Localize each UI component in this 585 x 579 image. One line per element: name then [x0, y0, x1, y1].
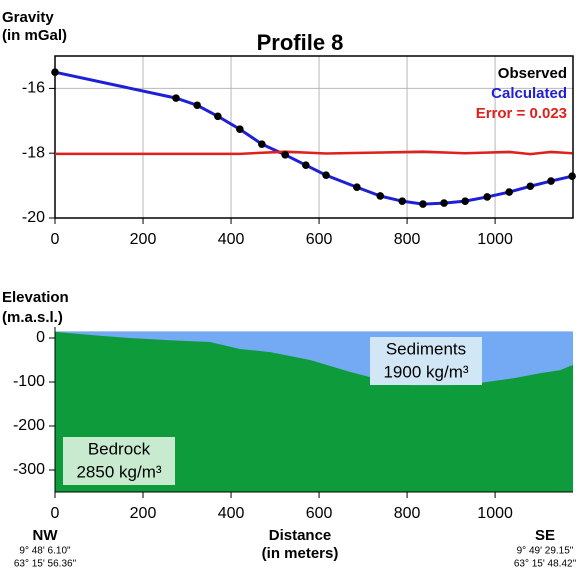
- x-tick-label: 200: [130, 505, 157, 522]
- data-point: [236, 125, 244, 134]
- data-point: [376, 192, 385, 200]
- x-tick-label: 800: [394, 505, 421, 522]
- end-coord: 63° 15' 56.36": [14, 559, 77, 570]
- data-point: [51, 68, 59, 76]
- y-label: Elevation: [2, 289, 69, 306]
- x-label: Distance: [269, 527, 332, 544]
- data-point: [526, 182, 535, 191]
- end-name: SE: [535, 527, 555, 544]
- y-tick-label: -100: [13, 373, 45, 390]
- x-tick-label: 600: [306, 505, 333, 522]
- legend-entry: Error = 0.023: [476, 105, 567, 122]
- end-name: NW: [33, 527, 59, 544]
- x-tick-label: 400: [218, 505, 245, 522]
- data-point: [568, 172, 576, 181]
- x-tick-label: 0: [51, 505, 60, 522]
- y-tick-label: -20: [22, 209, 45, 226]
- end-coord: 9° 49' 29.15": [517, 546, 574, 557]
- x-tick-label: 800: [394, 231, 421, 248]
- x-tick-label: 1000: [477, 231, 513, 248]
- x-tick-label: 400: [218, 231, 245, 248]
- y-tick-label: -300: [13, 461, 45, 478]
- data-point: [258, 140, 266, 148]
- x-tick-label: 1000: [477, 505, 513, 522]
- chart-title: Profile 8: [257, 30, 344, 55]
- data-point: [281, 151, 289, 159]
- layer-label-box: [370, 337, 482, 385]
- x-tick-label: 600: [306, 231, 333, 248]
- end-coord: 9° 48' 6.10": [19, 546, 71, 557]
- data-point: [398, 197, 407, 205]
- layer-density: 1900 kg/m³: [383, 362, 468, 381]
- data-point: [172, 94, 180, 102]
- data-point: [440, 199, 448, 207]
- data-point: [461, 197, 469, 205]
- layer-density: 2850 kg/m³: [76, 462, 161, 481]
- data-point: [419, 200, 427, 208]
- end-coord: 63° 15' 48.42": [514, 559, 577, 570]
- y-tick-label: 0: [36, 329, 45, 346]
- layer-area: [55, 331, 573, 492]
- legend-entry: Calculated: [491, 85, 567, 102]
- x-tick-label: 0: [51, 231, 60, 248]
- y-tick-label: -200: [13, 417, 45, 434]
- data-point: [193, 101, 201, 110]
- data-point: [353, 183, 361, 192]
- series-line: [55, 150, 573, 156]
- layer-label-box: [63, 437, 175, 485]
- data-point: [483, 193, 491, 201]
- plot-frame: [54, 55, 574, 219]
- legend-entry: Observed: [498, 65, 567, 82]
- y-tick-label: -18: [22, 144, 45, 161]
- y-label: Gravity: [2, 9, 54, 26]
- y-tick-label: -16: [22, 80, 45, 97]
- layer-name: Bedrock: [88, 439, 151, 458]
- data-point: [322, 171, 330, 180]
- data-point: [547, 177, 555, 185]
- layer-name: Sediments: [386, 339, 466, 358]
- data-point: [505, 188, 513, 196]
- y-label: (in mGal): [2, 27, 67, 44]
- x-tick-label: 200: [130, 231, 157, 248]
- y-label: (m.a.s.l.): [2, 309, 63, 326]
- data-point: [214, 112, 222, 121]
- data-point: [302, 161, 310, 169]
- x-label: (in meters): [262, 545, 339, 562]
